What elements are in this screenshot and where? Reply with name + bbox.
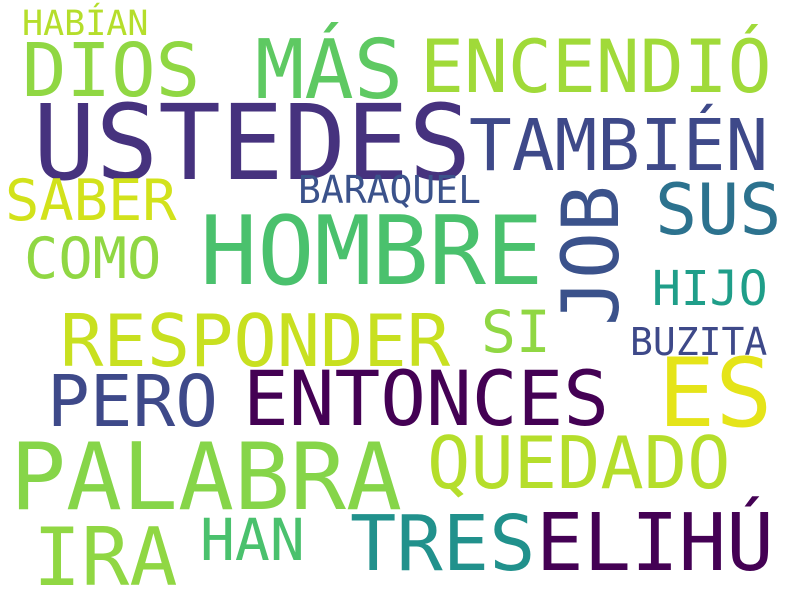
word-sus: SUS [655,169,782,251]
word-encendio: ENCENDIÓ [420,25,772,110]
word-elihu: ELIHÚ [536,497,774,589]
word-mas: MÁS [255,23,404,118]
word-quedado: QUEDADO [427,421,731,505]
word-ira: IRA [33,511,178,600]
word-saber: SABER [5,168,177,234]
word-habian: HABÍAN [22,4,149,44]
word-entonces: ENTONCES [243,354,610,443]
word-hombre: HOMBRE [200,197,544,307]
word-tambien: TAMBIÉN [469,104,769,187]
word-palabra: PALABRA [10,423,402,531]
word-tres: TRES [350,500,536,589]
word-responder: RESPONDER [60,299,451,383]
word-pero: PERO [47,360,218,443]
word-dios: DIOS [22,28,201,114]
word-es: ES [658,339,773,449]
word-como: COMO [24,226,162,292]
word-si: SI [481,298,551,366]
word-job: JOB [547,185,637,326]
word-ustedes: USTEDES [33,82,472,204]
word-buzita: BUZITA [630,320,768,364]
word-hijo: HIJO [652,261,768,317]
word-baraquel: BARAQUEL [298,168,482,212]
word-han: HAN [200,506,305,574]
